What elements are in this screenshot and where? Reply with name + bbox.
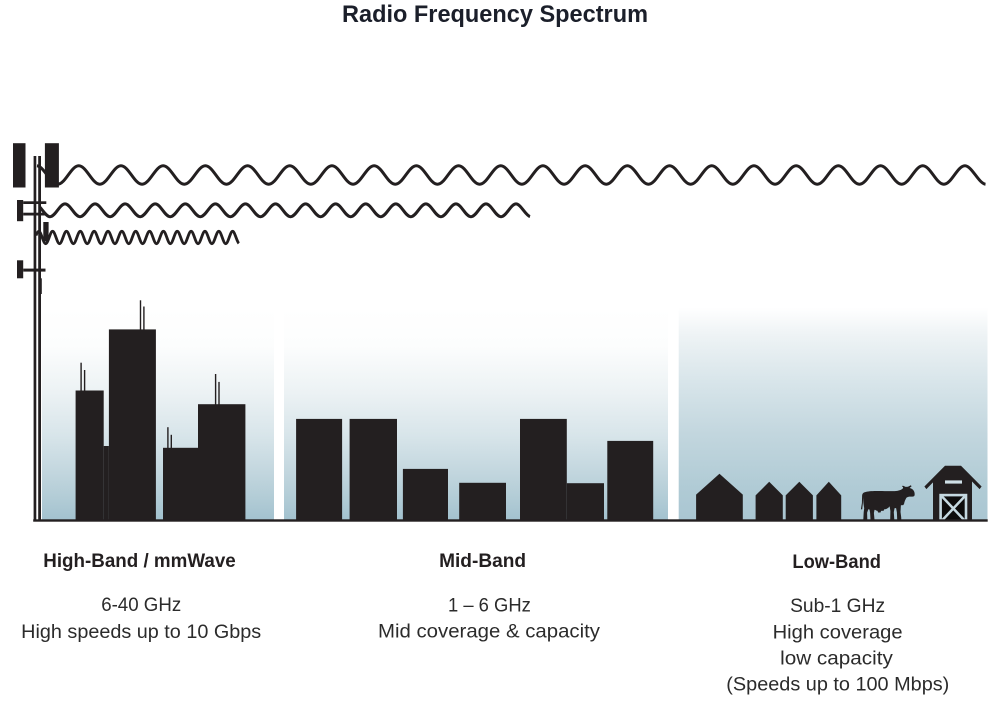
svg-text:6-40 GHz: 6-40 GHz: [101, 594, 181, 616]
svg-text:High coverage: High coverage: [773, 621, 903, 643]
svg-text:(Speeds up to 100 Mbps): (Speeds up to 100 Mbps): [726, 674, 949, 696]
svg-text:Sub-1 GHz: Sub-1 GHz: [790, 595, 885, 617]
svg-text:High-Band / mmWave: High-Band / mmWave: [43, 550, 236, 572]
svg-text:Mid coverage & capacity: Mid coverage & capacity: [378, 620, 600, 642]
svg-text:Mid-Band: Mid-Band: [439, 550, 526, 572]
svg-text:High speeds up to 10 Gbps: High speeds up to 10 Gbps: [21, 621, 261, 643]
svg-text:1 – 6 GHz: 1 – 6 GHz: [448, 594, 531, 616]
svg-text:Radio Frequency Spectrum: Radio Frequency Spectrum: [342, 1, 648, 28]
svg-text:low capacity: low capacity: [780, 647, 893, 669]
svg-text:Low-Band: Low-Band: [792, 551, 881, 573]
